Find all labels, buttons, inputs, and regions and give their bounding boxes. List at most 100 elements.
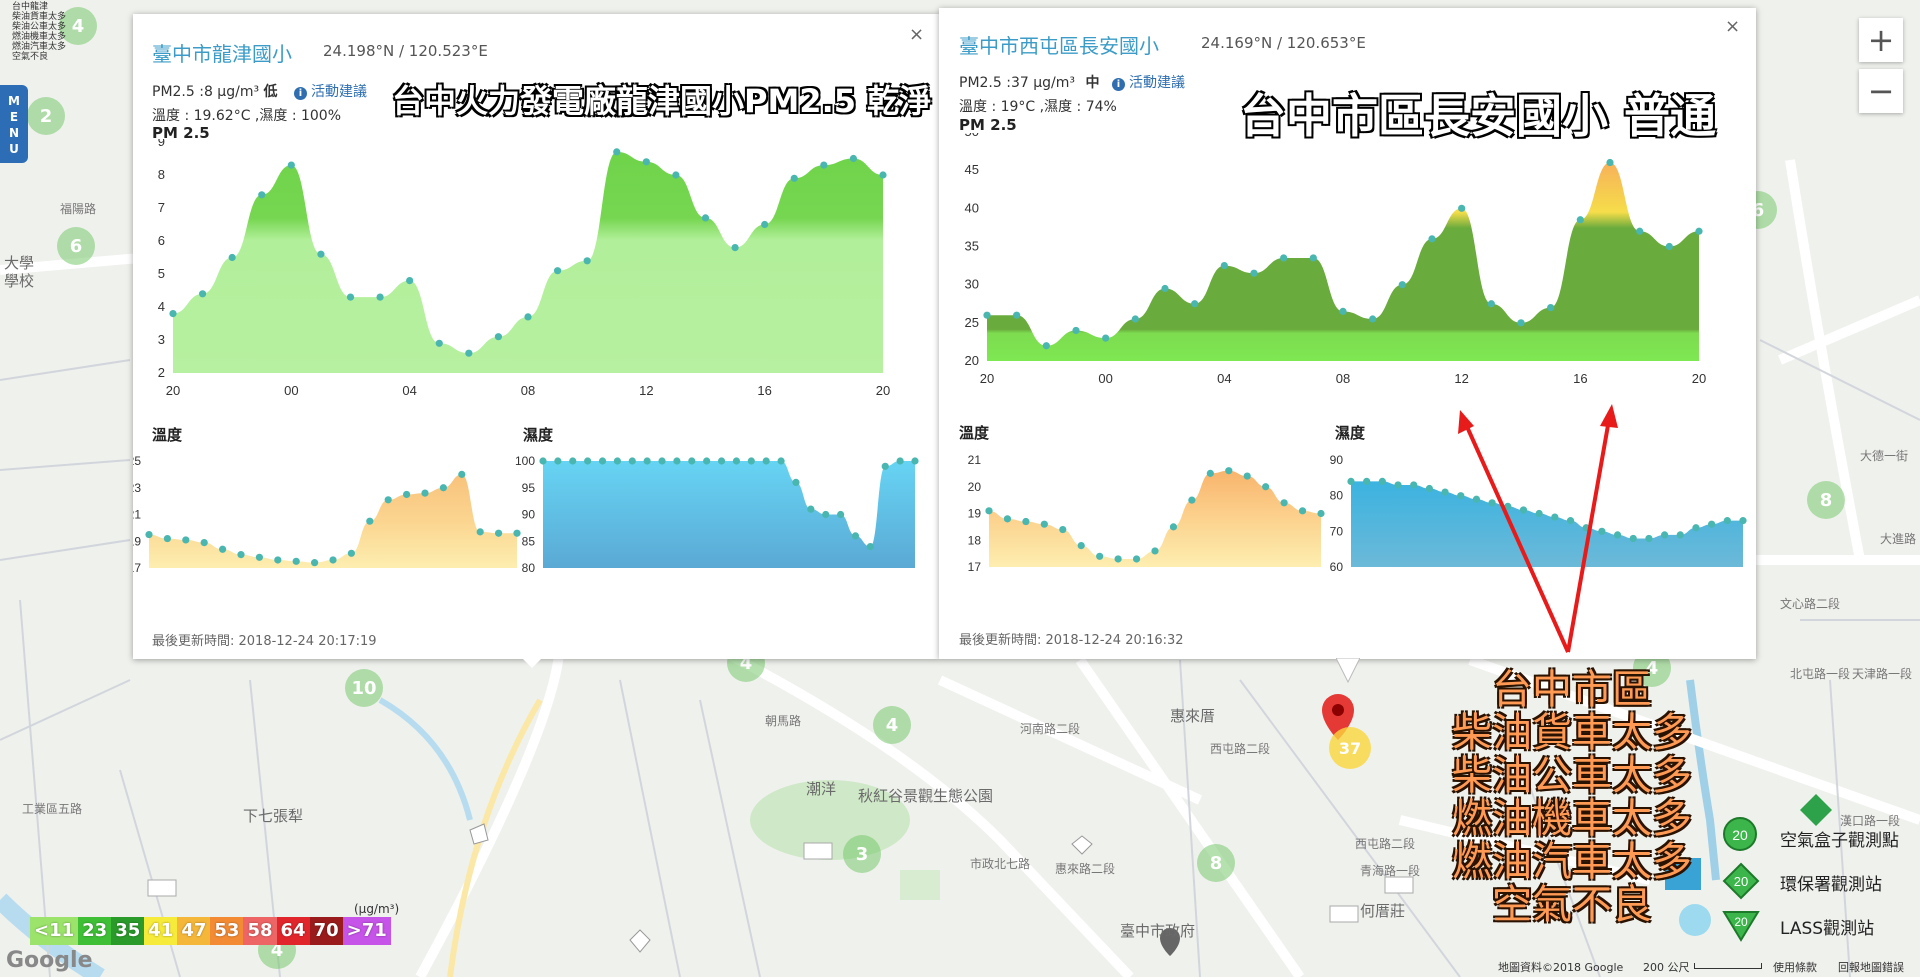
data-point — [182, 536, 190, 544]
selected-station-marker[interactable]: 37 — [1329, 727, 1371, 769]
data-point — [169, 310, 177, 318]
data-point — [1613, 531, 1622, 539]
data-point — [673, 457, 681, 465]
data-point — [1347, 477, 1355, 485]
advice-link[interactable]: i 活動建議 — [1112, 72, 1185, 92]
data-point — [1535, 509, 1543, 518]
advice-link[interactable]: i 活動建議 — [294, 81, 367, 101]
legend-airbox: 空氣盒子觀測點 — [1780, 831, 1899, 851]
map-road-label: 西屯路二段 — [1210, 742, 1271, 756]
y-tick-label: 21 — [133, 508, 141, 522]
data-point — [403, 490, 411, 499]
data-point — [163, 534, 171, 543]
map-data-credit[interactable]: 地圖資料©2018 Google — [1498, 961, 1624, 974]
data-point — [1161, 284, 1169, 293]
data-point — [598, 457, 607, 465]
x-tick-label: 04 — [1217, 371, 1231, 386]
map-place-label: 秋紅谷景觀生態公園 — [858, 787, 994, 805]
station-cluster[interactable]: 2 — [27, 97, 65, 135]
data-point — [317, 250, 325, 258]
pm25-color-legend: <11 23 35 41 47 53 58 64 70 >71 — [30, 917, 391, 945]
map-road-label: 漢口路一段 — [1840, 814, 1901, 828]
pm-text: PM2.5 :8 μg/m³ — [152, 84, 260, 100]
weather-reading: 溫度 : 19.62°C ,濕度 : 100% — [152, 108, 342, 124]
data-point — [1369, 315, 1377, 323]
station-cluster[interactable]: 3 — [843, 835, 881, 873]
data-point — [1517, 319, 1525, 327]
popup-pointer — [522, 658, 542, 668]
data-point — [849, 154, 858, 163]
map-road-label: 文心路二段 — [1780, 597, 1841, 611]
data-point — [1363, 477, 1371, 485]
data-point — [1428, 235, 1436, 243]
data-point — [1488, 499, 1496, 507]
overlay-caption-left: 台中火力發電廠龍津國小PM2.5 乾淨 — [391, 81, 932, 121]
info-icon: i — [294, 87, 307, 100]
data-point — [1676, 531, 1684, 539]
y-tick-label: 20 — [968, 480, 982, 494]
station-cluster[interactable]: 10 — [345, 669, 383, 707]
data-point — [1692, 524, 1700, 532]
annotation-line: 空氣不良 — [1492, 882, 1652, 928]
data-point — [1317, 509, 1325, 518]
station-cluster[interactable]: 6 — [57, 227, 95, 265]
zoom-in-button[interactable]: + — [1859, 18, 1903, 62]
data-point — [642, 158, 650, 166]
data-point — [790, 174, 798, 182]
station-cluster[interactable]: 8 — [1807, 481, 1845, 519]
data-point — [1077, 542, 1085, 550]
data-point — [1022, 517, 1030, 526]
station-cluster[interactable]: 4 — [59, 7, 97, 45]
airbox-icon: 20 — [1723, 817, 1757, 851]
area-series — [989, 470, 1321, 567]
legend-swatch: 70 — [309, 917, 343, 945]
map-place-label: 惠來厝 — [1170, 707, 1216, 725]
station-cluster[interactable]: 8 — [1197, 844, 1235, 882]
data-point — [1309, 254, 1317, 262]
annotation-line: 柴油貨車太多 — [1452, 710, 1692, 756]
y-tick-label: 17 — [968, 560, 982, 574]
report-error-link[interactable]: 回報地圖錯誤 — [1838, 961, 1904, 974]
data-point — [465, 349, 473, 357]
y-tick-label: 100 — [515, 454, 535, 468]
data-point — [911, 457, 919, 465]
station-title[interactable]: 臺中市龍津國小 — [152, 42, 292, 66]
data-point — [643, 457, 651, 465]
data-point — [255, 553, 263, 561]
legend-swatch: 47 — [177, 917, 211, 945]
data-point — [329, 556, 337, 564]
humidity-chart: 60 70 80 90 — [1330, 453, 1747, 574]
legend-swatch: 41 — [144, 917, 178, 945]
station-title[interactable]: 臺中市西屯區長安國小 — [959, 34, 1159, 58]
y-tick-label: 2 — [158, 365, 165, 380]
data-point — [458, 470, 466, 478]
temp-chart-label: 溫度 — [959, 424, 990, 442]
data-point — [384, 496, 392, 504]
data-point — [1040, 520, 1048, 528]
close-icon[interactable]: × — [1725, 16, 1741, 37]
close-icon[interactable]: × — [909, 24, 925, 45]
x-tick-label: 04 — [402, 383, 416, 398]
x-tick-label: 00 — [1098, 371, 1112, 386]
data-point — [777, 457, 785, 465]
data-point — [1695, 227, 1703, 235]
area-series — [987, 162, 1699, 361]
x-tick-label: 20 — [166, 383, 180, 398]
menu-small-text: 台中龍津 柴油貨車太多 柴油公車太多 燃油機車太多 燃油汽車太多 空氣不良 — [12, 2, 67, 62]
y-tick-label: 90 — [522, 508, 536, 522]
data-point — [200, 538, 208, 547]
data-point — [879, 171, 887, 179]
data-point — [1425, 484, 1433, 493]
data-point — [1298, 507, 1307, 515]
map-road-label: 惠來路二段 — [1055, 862, 1116, 876]
terms-link[interactable]: 使用條款 — [1773, 961, 1817, 974]
data-point — [274, 556, 282, 564]
data-point — [584, 457, 592, 465]
data-point — [376, 293, 384, 301]
station-cluster[interactable]: 4 — [873, 706, 911, 744]
zoom-out-button[interactable]: − — [1859, 69, 1903, 113]
annotation-arrows — [1458, 404, 1618, 653]
data-point — [1191, 300, 1199, 308]
